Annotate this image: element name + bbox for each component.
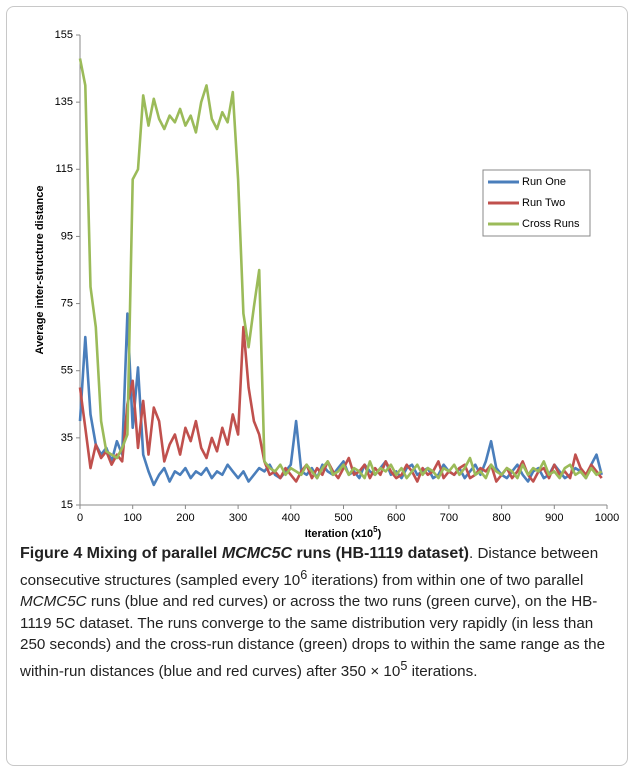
caption-title-text: Figure 4 Mixing of parallel — [20, 545, 222, 562]
y-tick-label: 15 — [61, 499, 73, 511]
caption-title-text: runs (HB-1119 dataset) — [292, 545, 469, 562]
x-label-text: Iteration (x10 — [305, 528, 373, 540]
caption-text: Distance between consecutive structures … — [20, 545, 599, 589]
x-tick-label: 700 — [440, 512, 458, 524]
x-tick-label: 800 — [492, 512, 510, 524]
y-tick-label: 135 — [55, 96, 73, 108]
line-series — [78, 312, 603, 487]
y-tick-label: 155 — [55, 29, 73, 41]
x-tick-label: 0 — [77, 512, 83, 524]
caption-sup: 6 — [300, 567, 308, 582]
legend-label: Run Two — [522, 197, 565, 209]
frame — [6, 6, 628, 766]
caption: Figure 4 Mixing of parallel MCMC5C runs … — [20, 543, 620, 682]
x-tick-label: 300 — [229, 512, 247, 524]
x-label-text: ) — [378, 528, 382, 540]
y-tick-label: 55 — [61, 365, 73, 377]
caption-title-text: . — [468, 545, 474, 562]
caption-title: Figure 4 Mixing of parallel MCMC5C runs … — [20, 545, 469, 562]
x-tick-label: 1000 — [595, 512, 619, 524]
caption-text: iterations. — [407, 662, 478, 680]
chart: Average inter-structure distance Iterati… — [34, 29, 619, 540]
x-label-sup: 5 — [373, 525, 378, 534]
x-tick-label: 600 — [387, 512, 405, 524]
caption-text: iterations) from within one of two paral… — [307, 571, 584, 589]
caption-italic: MCMC5C — [20, 593, 87, 611]
y-tick-label: 115 — [55, 163, 73, 175]
x-axis-label: Iteration (x105) — [305, 525, 382, 540]
y-tick-label: 95 — [61, 230, 73, 242]
caption-text: runs (blue and red curves) or across the… — [20, 593, 606, 680]
x-tick-label: 500 — [334, 512, 352, 524]
y-axis-label: Average inter-structure distance — [34, 186, 46, 355]
line-series — [78, 325, 603, 483]
x-tick-label: 200 — [176, 512, 194, 524]
caption-title-italic: MCMC5C — [221, 545, 293, 562]
y-tick-label: 75 — [61, 297, 73, 309]
x-tick-label: 900 — [545, 512, 563, 524]
legend-label: Run One — [522, 176, 566, 188]
x-tick-label: 400 — [282, 512, 300, 524]
legend-label: Cross Runs — [522, 218, 580, 230]
y-tick-label: 35 — [61, 432, 73, 444]
line-series — [78, 58, 603, 480]
caption-sup: 5 — [400, 658, 408, 673]
x-tick-label: 100 — [124, 512, 142, 524]
